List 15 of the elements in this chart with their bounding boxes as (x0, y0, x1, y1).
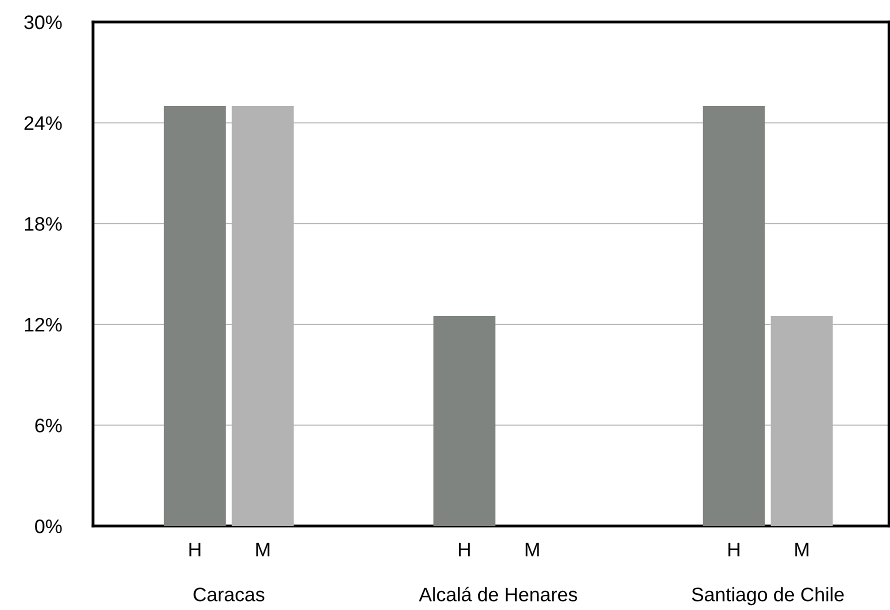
y-tick-label: 12% (25, 318, 62, 332)
y-tick-label: 24% (24, 116, 62, 130)
text: H (728, 542, 740, 556)
x-tick-label: Caracas (194, 588, 264, 602)
y-tick-label: 6% (35, 418, 62, 432)
x-tick-label: Santiago de Chile (692, 587, 844, 606)
y-tick-label: 30% (24, 15, 62, 30)
y-tick-label: 18% (25, 217, 62, 231)
text: M (795, 542, 808, 556)
series-label: H (189, 542, 200, 556)
x-tick-label: Alcalá de Henares (418, 586, 578, 602)
text: H (458, 542, 470, 556)
series-label: M (256, 542, 270, 556)
y-tick-label: 0% (35, 519, 62, 534)
text: M (526, 542, 539, 556)
